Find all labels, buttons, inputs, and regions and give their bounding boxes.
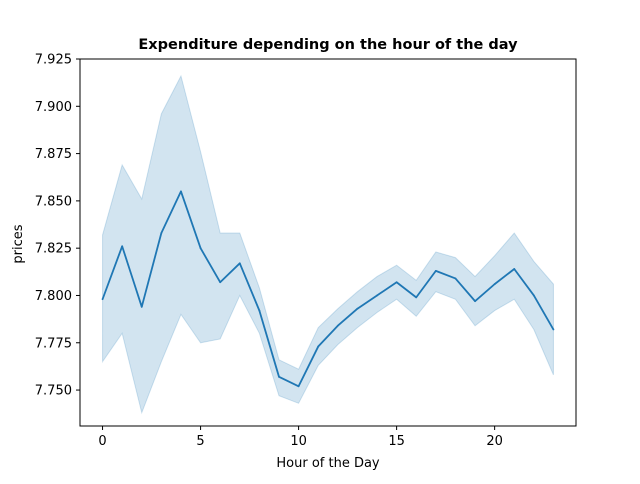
data-point	[140, 305, 143, 308]
confidence-band	[102, 74, 554, 415]
axes: 0 5 10 15 20 7.750 7.775 7.800 7.825 7.850 7.875 7.…	[35, 53, 577, 449]
y-tick-label: 7.800	[35, 289, 72, 304]
data-point	[121, 245, 124, 248]
chart-title: Expenditure depending on the hour of the…	[138, 37, 518, 53]
x-tick-label: 10	[290, 434, 307, 449]
data-point	[513, 268, 516, 270]
data-point	[376, 294, 378, 297]
data-point	[219, 281, 222, 284]
data-point	[101, 298, 104, 301]
data-point	[434, 269, 437, 272]
y-tick-label: 7.750	[35, 384, 72, 399]
y-tick-label: 7.850	[35, 194, 72, 209]
data-point	[474, 300, 476, 303]
data-point	[278, 375, 280, 378]
data-point	[336, 324, 339, 327]
y-axis-label: prices	[11, 224, 26, 263]
data-point	[297, 385, 300, 388]
y-tick-label: 7.900	[35, 100, 72, 115]
x-tick-label: 20	[486, 434, 503, 449]
data-point	[238, 262, 241, 265]
data-point	[199, 247, 202, 250]
x-tick-label: 15	[388, 434, 405, 449]
data-point	[258, 309, 261, 312]
axes-frame	[79, 58, 577, 427]
x-tick-label: 0	[98, 434, 106, 449]
data-point	[454, 277, 457, 280]
data-point	[395, 281, 398, 284]
y-tick-label: 7.825	[35, 242, 72, 257]
data-point	[532, 294, 535, 297]
data-point	[180, 190, 182, 193]
y-tick-label: 7.775	[35, 336, 72, 351]
y-tick-label: 7.875	[35, 147, 72, 162]
y-tick-label: 7.925	[35, 53, 72, 68]
data-point	[493, 283, 496, 286]
x-axis-label: Hour of the Day	[276, 456, 380, 471]
x-tick-label: 5	[196, 434, 204, 449]
data-point	[415, 296, 418, 299]
data-point	[356, 307, 359, 310]
data-point	[160, 232, 163, 234]
plot-area	[101, 74, 555, 415]
data-point	[317, 345, 320, 348]
data-point	[552, 328, 555, 331]
series-line	[101, 190, 555, 388]
